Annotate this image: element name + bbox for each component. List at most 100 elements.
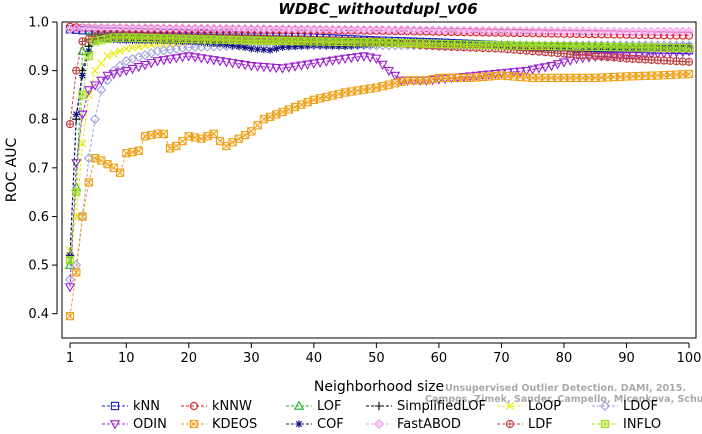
data-point-odin xyxy=(214,57,226,67)
x-tick-label: 50 xyxy=(368,351,385,366)
legend-label-ldof: LDOF xyxy=(623,399,658,414)
x-tick-label: 10 xyxy=(118,351,135,366)
data-point-odin xyxy=(558,58,570,68)
plot-area xyxy=(61,21,697,339)
legend-item-knn: kNN xyxy=(102,399,160,414)
data-point-odin xyxy=(608,52,620,62)
data-point-odin xyxy=(383,66,395,77)
legend-item-ldf: LDF xyxy=(497,417,553,432)
legend-item-knnw: kNNW xyxy=(181,399,252,414)
data-point-odin xyxy=(77,110,88,120)
data-point-kdeos xyxy=(172,141,181,151)
data-point-ldof xyxy=(115,60,125,71)
x-tick-label: 90 xyxy=(618,351,635,366)
legend-label-odin: ODIN xyxy=(133,417,167,432)
data-point-cof xyxy=(329,42,337,50)
legend-marker-kdeos xyxy=(189,419,199,429)
series-line-loop xyxy=(69,41,690,251)
data-point-ldf xyxy=(684,57,694,67)
data-point-loop xyxy=(91,66,99,75)
y-tick-label: 0.5 xyxy=(28,259,49,274)
data-point-odin xyxy=(339,54,351,64)
legend-item-simplifiedlof: SimplifiedLOF xyxy=(366,399,486,414)
data-point-inflo xyxy=(84,51,93,61)
series-simplifiedlof xyxy=(65,32,694,260)
data-point-odin xyxy=(171,54,182,64)
data-point-odin xyxy=(308,59,319,69)
data-point-odin xyxy=(102,71,113,82)
data-point-inflo xyxy=(90,37,100,46)
legend-item-inflo: INFLO xyxy=(592,417,661,432)
y-axis-label: ROC AUC xyxy=(4,137,20,202)
series-line-ldof xyxy=(69,44,689,280)
data-point-knnw xyxy=(659,31,669,40)
x-tick-label: 80 xyxy=(556,351,573,366)
data-point-odin xyxy=(471,71,482,82)
legend-label-simplifiedlof: SimplifiedLOF xyxy=(397,399,486,414)
data-point-odin xyxy=(314,58,326,68)
data-point-loop xyxy=(122,44,131,53)
data-point-cof xyxy=(272,45,280,53)
data-point-ldf xyxy=(65,119,75,129)
data-point-loop xyxy=(134,42,143,51)
data-point-cof xyxy=(260,46,268,54)
data-point-odin xyxy=(427,75,438,86)
data-point-odin xyxy=(458,72,470,83)
y-tick-label: 0.8 xyxy=(28,113,49,128)
data-point-odin xyxy=(321,57,332,67)
legend-marker-ldf xyxy=(505,419,515,429)
data-point-cof xyxy=(228,41,237,50)
data-point-odin xyxy=(358,52,370,62)
legend-label-knn: kNN xyxy=(133,399,160,414)
data-point-odin xyxy=(221,58,232,68)
data-point-cof xyxy=(335,42,343,50)
data-point-cof xyxy=(285,43,293,51)
data-point-ldof xyxy=(96,85,107,96)
data-point-odin xyxy=(139,61,151,71)
data-point-kdeos xyxy=(72,268,81,277)
data-point-odin xyxy=(621,52,632,62)
data-point-odin xyxy=(202,55,213,65)
data-point-odin xyxy=(83,86,94,96)
series-line-simplifiedlof xyxy=(69,36,690,256)
legend-item-fastabod: FastABOD xyxy=(366,417,461,432)
data-point-loop xyxy=(116,47,125,56)
legend-item-kdeos: KDEOS xyxy=(181,417,257,432)
data-point-odin xyxy=(96,76,107,86)
data-point-cof xyxy=(247,45,255,53)
data-point-loop xyxy=(128,43,137,52)
data-point-odin xyxy=(521,66,532,77)
data-point-cof xyxy=(235,42,243,50)
data-point-knnw xyxy=(591,30,600,39)
data-point-cof xyxy=(72,110,80,118)
legend-marker-fastabod xyxy=(374,419,384,429)
data-point-odin xyxy=(146,59,157,69)
watermark-line-1: Unsupervised Outlier Detection. DAMI, 20… xyxy=(445,383,686,394)
data-point-loop xyxy=(109,49,118,58)
watermark-line-2: Campos, Zimek, Sander, Campello, Micenko… xyxy=(425,394,702,405)
data-point-ldf xyxy=(72,66,81,75)
data-point-odin xyxy=(252,62,263,72)
y-tick-label: 0.7 xyxy=(28,161,49,176)
data-point-inflo xyxy=(97,35,106,45)
data-point-ldof xyxy=(90,114,100,125)
data-point-odin xyxy=(540,63,551,73)
legend: kNN kNNW LOF SimplifiedLOF LoOP LDOF ODIN KDEOS… xyxy=(102,399,661,432)
data-point-knnw xyxy=(566,29,575,38)
x-tick-label: 30 xyxy=(243,351,260,366)
data-point-odin xyxy=(246,62,257,72)
y-tick-label: 0.4 xyxy=(28,307,49,322)
series-lof xyxy=(64,30,695,269)
legend-marker-lof xyxy=(293,400,305,410)
data-point-odin xyxy=(89,81,101,91)
data-point-odin xyxy=(515,67,526,77)
series-kdeos xyxy=(65,69,694,321)
data-point-odin xyxy=(189,53,201,63)
data-point-odin xyxy=(208,56,219,66)
series-line-kdeos xyxy=(69,73,690,317)
series-line-cof xyxy=(69,38,690,256)
series-cof xyxy=(66,35,693,259)
x-tick-label: 20 xyxy=(181,351,198,366)
data-point-knnw xyxy=(603,30,612,39)
data-point-odin xyxy=(465,72,476,82)
